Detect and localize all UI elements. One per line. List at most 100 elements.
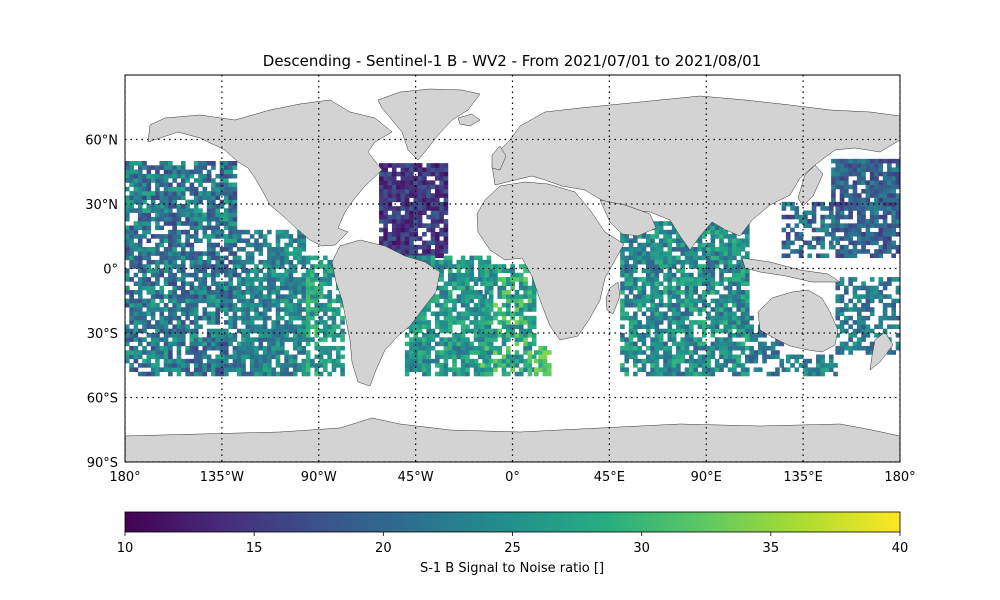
- snr-cell: [172, 216, 177, 222]
- snr-cell: [469, 350, 475, 355]
- snr-cell: [654, 281, 660, 286]
- snr-cell: [245, 255, 251, 261]
- snr-cell: [697, 298, 703, 304]
- snr-cell: [895, 223, 900, 228]
- snr-cell: [146, 259, 152, 265]
- snr-cell: [542, 367, 548, 372]
- snr-cell: [249, 371, 255, 377]
- snr-cell: [180, 161, 186, 166]
- snr-cell: [245, 285, 251, 291]
- snr-cell: [891, 298, 896, 304]
- snr-cell: [249, 307, 255, 312]
- snr-cell: [680, 354, 686, 360]
- snr-cell: [452, 320, 457, 325]
- snr-cell: [831, 244, 836, 250]
- snr-cell: [198, 268, 203, 274]
- snr-cell: [150, 294, 156, 299]
- snr-cell: [254, 371, 259, 377]
- snr-cell: [198, 212, 203, 218]
- snr-cell: [723, 268, 729, 274]
- snr-cell: [417, 315, 423, 321]
- snr-cell: [396, 184, 401, 190]
- snr-cell: [129, 229, 134, 235]
- snr-cell: [232, 208, 238, 213]
- snr-cell: [305, 277, 311, 282]
- snr-cell: [641, 324, 647, 329]
- snr-cell: [839, 311, 845, 317]
- snr-cell: [305, 311, 311, 317]
- snr-cell: [693, 302, 698, 308]
- snr-cell: [180, 208, 186, 213]
- snr-cell: [280, 333, 285, 338]
- snr-cell: [831, 171, 836, 177]
- snr-cell: [193, 333, 199, 338]
- snr-cell: [480, 298, 485, 304]
- snr-cell: [443, 249, 449, 254]
- snr-cell: [146, 195, 152, 200]
- snr-cell: [701, 277, 707, 282]
- snr-cell: [443, 193, 449, 198]
- snr-cell: [835, 206, 841, 211]
- snr-cell: [163, 268, 169, 274]
- snr-cell: [488, 298, 494, 304]
- snr-cell: [658, 259, 664, 265]
- snr-cell: [697, 238, 703, 243]
- snr-cell: [680, 242, 686, 248]
- snr-cell: [180, 242, 186, 248]
- snr-cell: [305, 341, 311, 347]
- snr-cell: [211, 264, 216, 269]
- snr-cell: [284, 251, 289, 256]
- snr-cell: [816, 363, 821, 368]
- snr-cell: [241, 290, 246, 295]
- snr-cell: [409, 324, 414, 329]
- snr-cell: [301, 259, 307, 265]
- snr-cell: [727, 251, 733, 256]
- snr-cell: [439, 201, 444, 207]
- snr-cell: [667, 358, 673, 364]
- snr-cell: [839, 307, 845, 312]
- snr-cell: [193, 337, 199, 342]
- snr-cell: [219, 341, 225, 347]
- snr-cell: [249, 363, 255, 368]
- snr-cell: [155, 173, 160, 179]
- snr-cell: [275, 290, 281, 295]
- snr-cell: [654, 294, 660, 299]
- snr-cell: [740, 345, 746, 351]
- snr-cell: [807, 210, 813, 216]
- snr-cell: [335, 345, 341, 351]
- snr-cell: [811, 371, 817, 377]
- snr-cell: [396, 180, 401, 185]
- snr-cell: [241, 294, 246, 299]
- snr-cell: [667, 251, 673, 256]
- snr-cell: [236, 234, 242, 239]
- snr-cell: [803, 223, 808, 228]
- snr-cell: [335, 333, 341, 338]
- snr-cell: [258, 324, 264, 329]
- snr-cell: [168, 333, 173, 338]
- snr-cell: [396, 163, 401, 168]
- snr-cell: [831, 184, 836, 190]
- snr-cell: [404, 350, 410, 355]
- snr-cell: [861, 171, 866, 177]
- snr-cell: [518, 281, 524, 286]
- snr-cell: [689, 294, 694, 299]
- snr-cell: [439, 163, 444, 168]
- snr-cell: [542, 358, 548, 364]
- snr-cell: [297, 242, 302, 248]
- snr-cell: [706, 371, 711, 377]
- snr-cell: [267, 350, 272, 355]
- snr-cell: [288, 354, 294, 360]
- snr-cell: [305, 290, 311, 295]
- snr-cell: [129, 307, 134, 312]
- snr-cell: [409, 176, 414, 181]
- snr-cell: [856, 328, 862, 334]
- snr-cell: [527, 320, 533, 325]
- snr-cell: [228, 259, 233, 265]
- snr-cell: [460, 311, 466, 317]
- snr-cell: [667, 354, 673, 360]
- snr-cell: [185, 302, 190, 308]
- snr-cell: [383, 214, 388, 220]
- snr-cell: [426, 188, 431, 194]
- snr-cell: [129, 320, 134, 325]
- snr-cell: [413, 244, 419, 250]
